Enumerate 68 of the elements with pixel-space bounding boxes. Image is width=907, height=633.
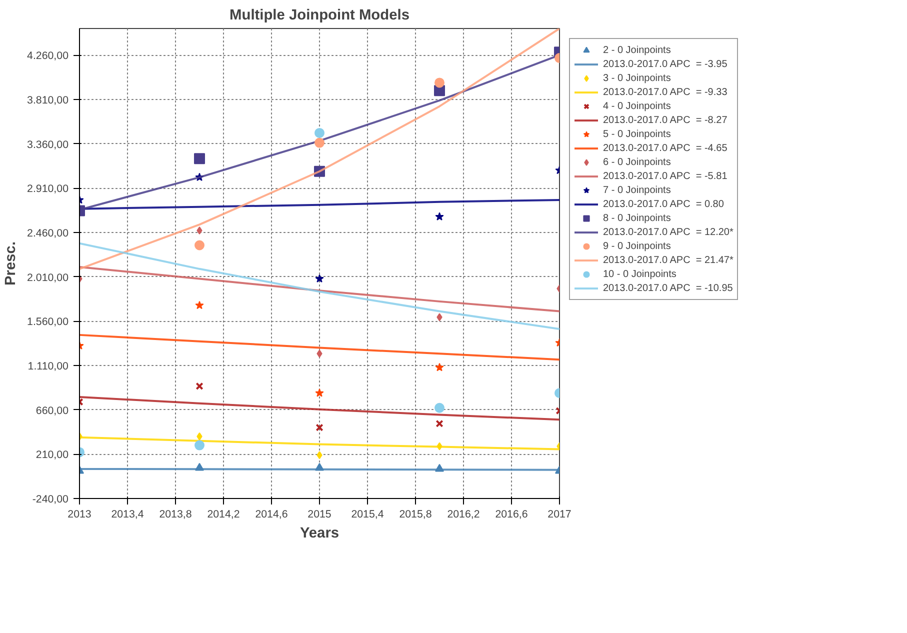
x-tick-label: 2017 (548, 508, 572, 520)
point (436, 313, 442, 322)
point (316, 424, 324, 432)
x-tick-label: 2015 (308, 508, 332, 520)
y-axis-title: Presc. (3, 241, 20, 286)
legend-label: 2013.0-2017.0 APC = 21.47* (603, 254, 734, 267)
y-tick-label: 210,00 (36, 449, 69, 462)
y-tick-label: 3.810,00 (27, 94, 69, 106)
legend-label: 2013.0-2017.0 APC = -10.95 (603, 282, 733, 295)
line-series (80, 28, 560, 270)
x-tick-label: 2013,8 (159, 508, 192, 520)
point (194, 153, 205, 164)
point (196, 226, 202, 234)
point (315, 274, 324, 283)
point (316, 350, 322, 358)
x-tick-label: 2014,6 (255, 508, 288, 520)
y-tick-label: 660,00 (36, 404, 69, 417)
point (316, 451, 322, 460)
legend-label: 2013.0-2017.0 APC = -5.81 (603, 170, 728, 183)
y-tick-label: 3.360,00 (27, 138, 69, 151)
x-tick-label: 2013 (68, 508, 92, 520)
x-tick-label: 2013,4 (111, 508, 144, 520)
point (194, 440, 204, 450)
point (196, 382, 204, 390)
legend-label: 2 - 0 Joinpoints (603, 44, 671, 57)
line-series (80, 242, 560, 330)
point (434, 78, 444, 88)
chart-title: Multiple Joinpoint Models (230, 8, 410, 24)
legend-label: 2013.0-2017.0 APC = -9.33 (603, 86, 728, 99)
x-tick-label: 2016,2 (447, 508, 480, 520)
legend-label: 2013.0-2017.0 APC = -8.27 (603, 114, 728, 127)
point (315, 388, 324, 397)
point (194, 240, 204, 250)
point (435, 212, 444, 220)
legend-label: 10 - 0 Joinpoints (603, 268, 676, 281)
legend-label: 9 - 0 Joinpoints (603, 240, 671, 253)
legend-label: 2013.0-2017.0 APC = -4.65 (603, 142, 728, 155)
legend-label: 6 - 0 Joinpoints (603, 156, 671, 169)
line-series (80, 396, 560, 421)
point (435, 362, 444, 372)
legend-label: 4 - 0 Joinpoints (603, 100, 671, 113)
legend-label: 2013.0-2017.0 APC = 0.80 (603, 198, 724, 211)
x-tick-label: 2014,2 (207, 508, 240, 520)
legend-label: 3 - 0 Joinpoints (603, 72, 671, 85)
x-tick-label: 2016,6 (495, 508, 528, 520)
legend-label: 2013.0-2017.0 APC = 12.20* (603, 226, 734, 239)
point (436, 420, 444, 428)
y-tick-label: -240,00 (32, 494, 69, 506)
y-tick-label: 2.010,00 (27, 272, 69, 284)
legend-label: 7 - 0 Joinpoints (603, 184, 671, 197)
y-tick-label: 1.560,00 (27, 316, 69, 328)
y-tick-label: 2.910,00 (27, 183, 69, 196)
x-tick-label: 2015,4 (351, 508, 384, 520)
point (195, 300, 204, 310)
y-tick-label: 2.460,00 (27, 227, 69, 240)
x-tick-label: 2015,8 (399, 508, 432, 520)
point (434, 402, 444, 413)
y-tick-label: 1.110,00 (28, 360, 69, 372)
legend-label: 5 - 0 Joinpoints (603, 128, 671, 141)
x-axis-title: Years (300, 526, 340, 542)
y-tick-label: 4.260,00 (27, 50, 69, 62)
point (314, 138, 324, 148)
legend-label: 8 - 0 Joinpoints (603, 212, 671, 225)
line-series (80, 334, 560, 361)
point (196, 432, 202, 440)
line-series (80, 266, 560, 312)
point (314, 128, 324, 138)
legend-label: 2013.0-2017.0 APC = -3.95 (603, 58, 728, 71)
